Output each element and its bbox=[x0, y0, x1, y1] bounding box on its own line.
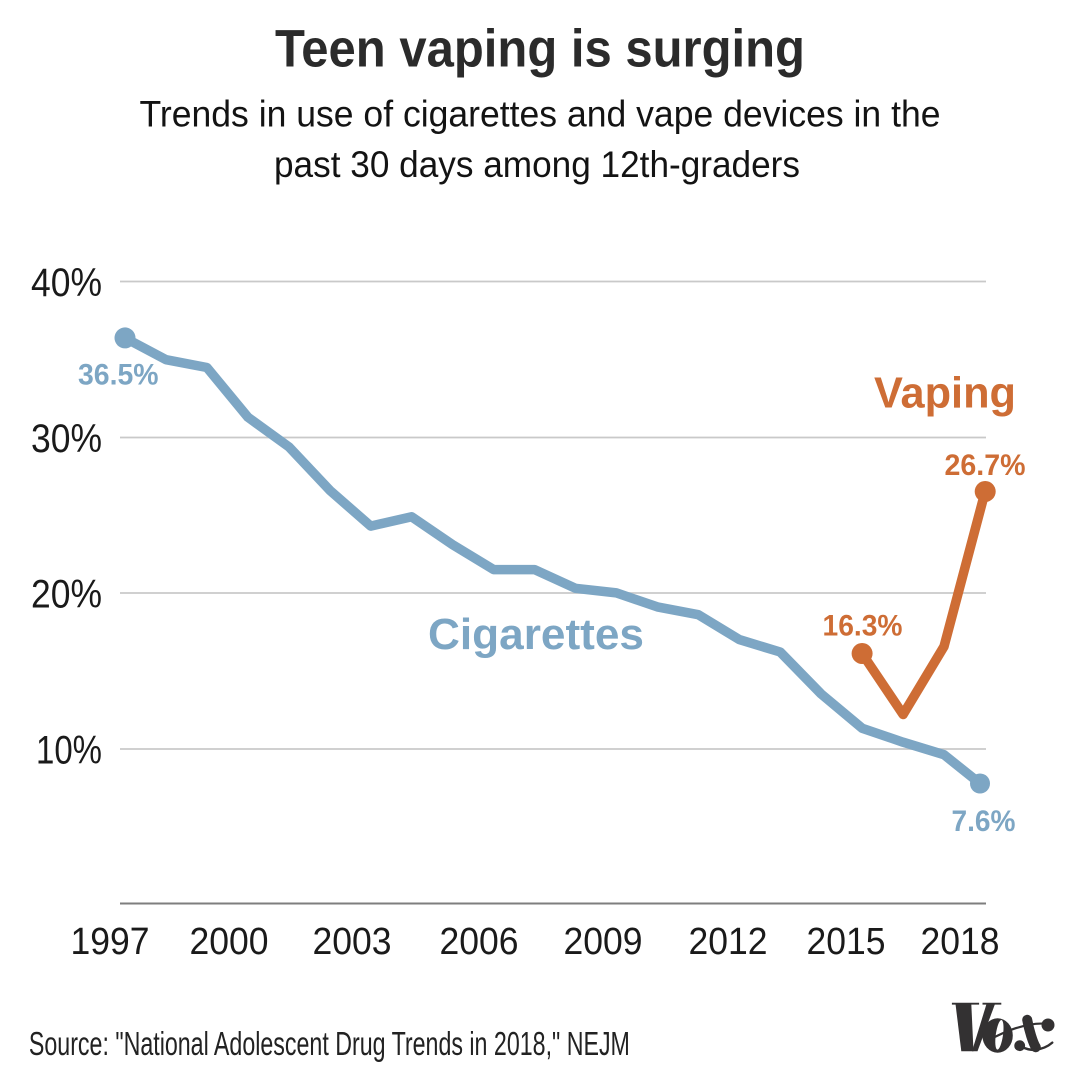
svg-text:36.5%: 36.5% bbox=[78, 359, 159, 392]
svg-text:26.7%: 26.7% bbox=[945, 449, 1026, 482]
svg-text:2015: 2015 bbox=[807, 921, 886, 963]
svg-text:Cigarettes: Cigarettes bbox=[428, 610, 644, 659]
svg-text:past 30 days among 12th-grader: past 30 days among 12th-graders bbox=[274, 144, 800, 185]
svg-text:7.6%: 7.6% bbox=[952, 805, 1016, 838]
svg-text:2009: 2009 bbox=[564, 921, 643, 963]
svg-text:20%: 20% bbox=[31, 573, 102, 617]
svg-text:2018: 2018 bbox=[921, 921, 1000, 963]
svg-text:Trends in use of cigarettes an: Trends in use of cigarettes and vape dev… bbox=[140, 94, 941, 135]
svg-text:1997: 1997 bbox=[71, 921, 150, 963]
svg-text:10%: 10% bbox=[36, 729, 102, 773]
svg-text:30%: 30% bbox=[31, 417, 102, 461]
svg-text:16.3%: 16.3% bbox=[823, 610, 903, 643]
svg-text:40%: 40% bbox=[31, 261, 102, 305]
svg-text:2012: 2012 bbox=[689, 921, 768, 963]
svg-text:Teen vaping is surging: Teen vaping is surging bbox=[275, 20, 805, 79]
svg-text:2003: 2003 bbox=[313, 921, 392, 963]
svg-text:2000: 2000 bbox=[190, 921, 269, 963]
svg-text:Source: "National Adolescent D: Source: "National Adolescent Drug Trends… bbox=[29, 1025, 630, 1062]
svg-text:2006: 2006 bbox=[440, 921, 519, 963]
svg-text:Vaping: Vaping bbox=[874, 369, 1016, 418]
